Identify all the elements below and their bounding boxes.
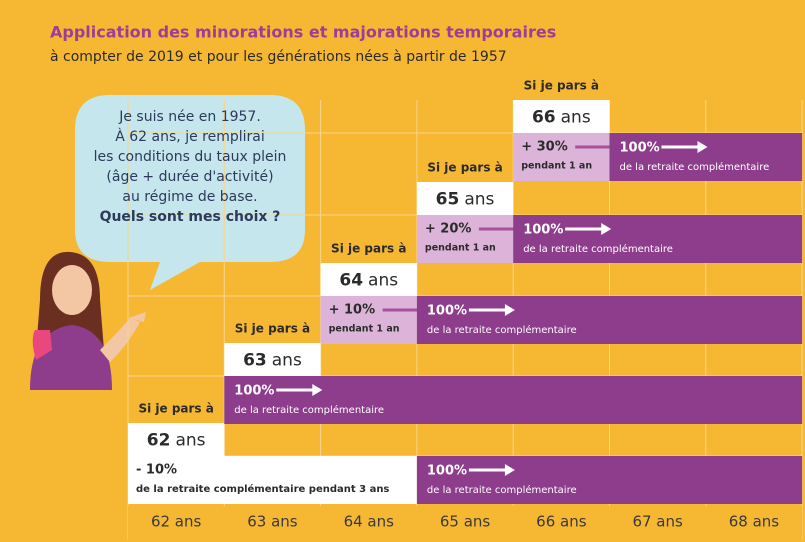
infographic: Application des minorations et majoratio… xyxy=(0,0,805,542)
full-bar xyxy=(417,296,802,344)
adjustment-detail: pendant 1 an xyxy=(425,243,496,254)
axis-label: 66 ans xyxy=(536,513,587,531)
full-detail: de la retraite complémentaire xyxy=(620,161,770,173)
age-unit: ans xyxy=(464,190,494,210)
full-amount: 100% xyxy=(620,141,660,156)
step-label: Si je pars à xyxy=(524,79,599,93)
adjustment-amount: + 30% xyxy=(521,140,568,155)
age-number: 66 xyxy=(532,108,556,128)
age-unit: ans xyxy=(175,431,205,451)
age-number: 62 xyxy=(147,431,171,451)
bubble-line: les conditions du taux plein xyxy=(94,149,287,165)
adjustment-detail: pendant 1 an xyxy=(329,324,400,335)
age-number: 64 xyxy=(339,271,363,291)
age-unit: ans xyxy=(272,351,302,371)
adjustment-amount: + 20% xyxy=(425,222,472,237)
title: Application des minorations et majoratio… xyxy=(50,23,556,42)
axis-label: 68 ans xyxy=(729,513,780,531)
full-amount: 100% xyxy=(234,384,274,399)
step-label: Si je pars à xyxy=(138,402,213,416)
face xyxy=(52,265,92,315)
full-detail: de la retraite complémentaire xyxy=(427,324,577,336)
step-label: Si je pars à xyxy=(235,322,310,336)
age-unit: ans xyxy=(561,108,591,128)
bubble-line: au régime de base. xyxy=(122,189,257,205)
adjustment-detail: pendant 1 an xyxy=(521,161,592,172)
axis-label: 64 ans xyxy=(344,513,395,531)
adjustment-amount: - 10% xyxy=(136,463,177,478)
full-amount: 100% xyxy=(427,464,467,479)
axis-label: 62 ans xyxy=(151,513,202,531)
bubble-question: Quels sont mes choix ? xyxy=(100,209,281,225)
bubble-line: À 62 ans, je remplirai xyxy=(115,128,264,145)
full-amount: 100% xyxy=(427,304,467,319)
age-unit: ans xyxy=(368,271,398,291)
bubble-line: Je suis née en 1957. xyxy=(118,109,261,125)
bubble-line: (âge + durée d'activité) xyxy=(106,169,273,185)
axis-label: 63 ans xyxy=(247,513,298,531)
full-amount: 100% xyxy=(523,223,563,238)
full-bar xyxy=(417,456,802,504)
adjustment-detail: de la retraite complémentaire pendant 3 … xyxy=(136,483,389,495)
step-label: Si je pars à xyxy=(331,242,406,256)
full-detail: de la retraite complémentaire xyxy=(234,404,384,416)
axis-label: 67 ans xyxy=(632,513,683,531)
full-detail: de la retraite complémentaire xyxy=(523,243,673,255)
adjustment-amount: + 10% xyxy=(329,303,376,318)
full-detail: de la retraite complémentaire xyxy=(427,484,577,496)
age-number: 63 xyxy=(243,351,267,371)
full-bar xyxy=(224,376,802,424)
subtitle: à compter de 2019 et pour les génération… xyxy=(50,49,507,65)
axis-label: 65 ans xyxy=(440,513,491,531)
step-label: Si je pars à xyxy=(427,161,502,175)
age-number: 65 xyxy=(436,190,460,210)
